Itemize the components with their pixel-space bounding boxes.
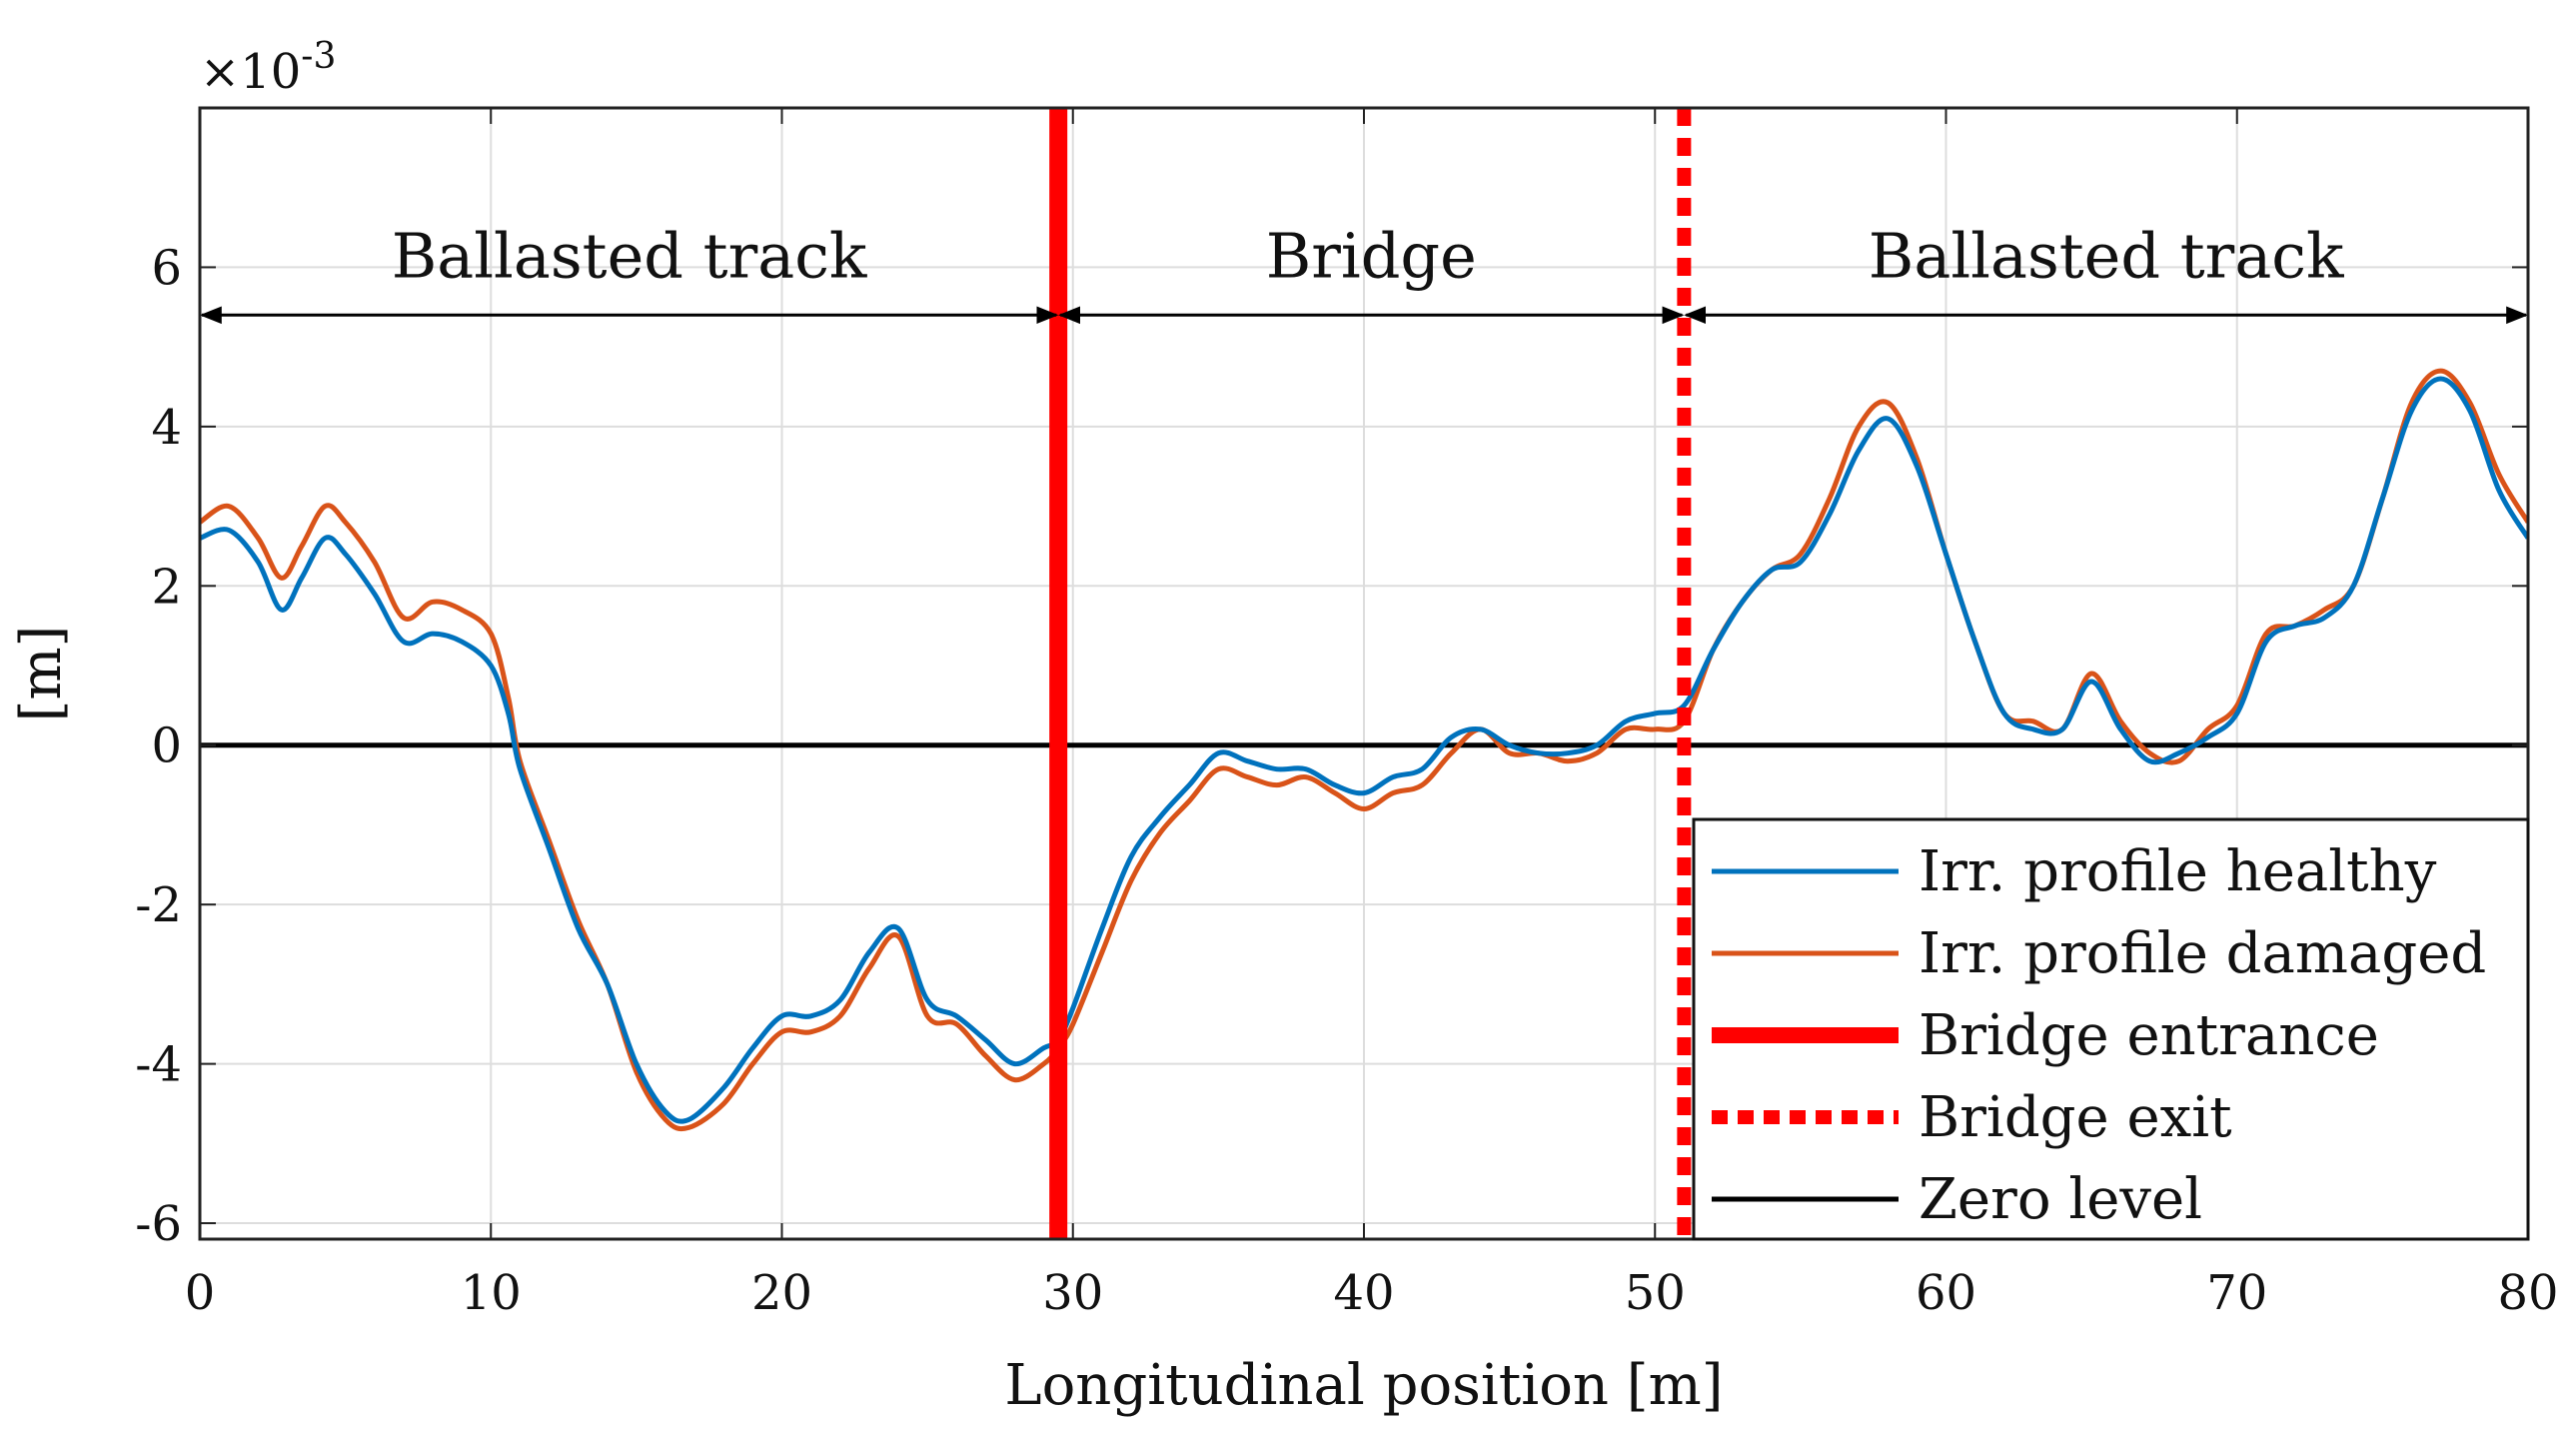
x-tick-label: 40 xyxy=(1333,1265,1394,1321)
x-axis-label: Longitudinal position [m] xyxy=(1004,1353,1723,1418)
x-tick-label: 80 xyxy=(2497,1265,2558,1321)
legend-label: Irr. profile healthy xyxy=(1919,839,2437,904)
y-tick-label: -4 xyxy=(135,1037,182,1093)
legend: Irr. profile healthy Irr. profile damaged… xyxy=(1692,817,2530,1241)
x-tick-label: 50 xyxy=(1625,1265,1686,1321)
bridge-markers xyxy=(1049,108,1692,1239)
x-tick-label: 20 xyxy=(751,1265,812,1321)
x-tick-label: 10 xyxy=(461,1265,522,1321)
region-label: Ballasted track xyxy=(1869,219,2344,292)
y-tick-label: -2 xyxy=(135,877,182,933)
y-multiplier-exponent: -3 xyxy=(301,36,336,77)
data-series xyxy=(200,368,2528,1132)
y-axis-multiplier: ×10-3 xyxy=(200,36,336,100)
y-tick-label: 0 xyxy=(151,718,182,774)
region-label: Bridge xyxy=(1266,219,1477,292)
y-tick-label: 2 xyxy=(151,559,182,615)
healthy-profile-line xyxy=(200,376,2528,1124)
y-tick-label: 4 xyxy=(151,400,182,456)
legend-label: Zero level xyxy=(1919,1167,2202,1232)
axis-labels: Longitudinal position [m] [m] ×10-3 xyxy=(9,36,1724,1418)
legend-label: Bridge entrance xyxy=(1919,1003,2379,1068)
y-multiplier-base: ×10 xyxy=(200,44,301,100)
x-tick-label: 0 xyxy=(185,1265,216,1321)
x-tick-label: 60 xyxy=(1916,1265,1976,1321)
axis-ticks: 0 10 20 30 40 50 60 70 80 -6 -4 -2 0 2 4 6 xyxy=(135,108,2559,1321)
y-axis-label: [m] xyxy=(9,626,74,722)
x-tick-label: 30 xyxy=(1042,1265,1103,1321)
y-tick-label: -6 xyxy=(135,1196,182,1252)
legend-label: Irr. profile damaged xyxy=(1919,921,2486,986)
y-tick-label: 6 xyxy=(151,240,182,296)
legend-label: Bridge exit xyxy=(1919,1085,2232,1150)
region-annotations: Ballasted track Bridge Ballasted track xyxy=(199,219,2529,325)
x-tick-label: 70 xyxy=(2206,1265,2267,1321)
region-label: Ballasted track xyxy=(392,219,867,292)
damaged-profile-line xyxy=(200,368,2528,1132)
